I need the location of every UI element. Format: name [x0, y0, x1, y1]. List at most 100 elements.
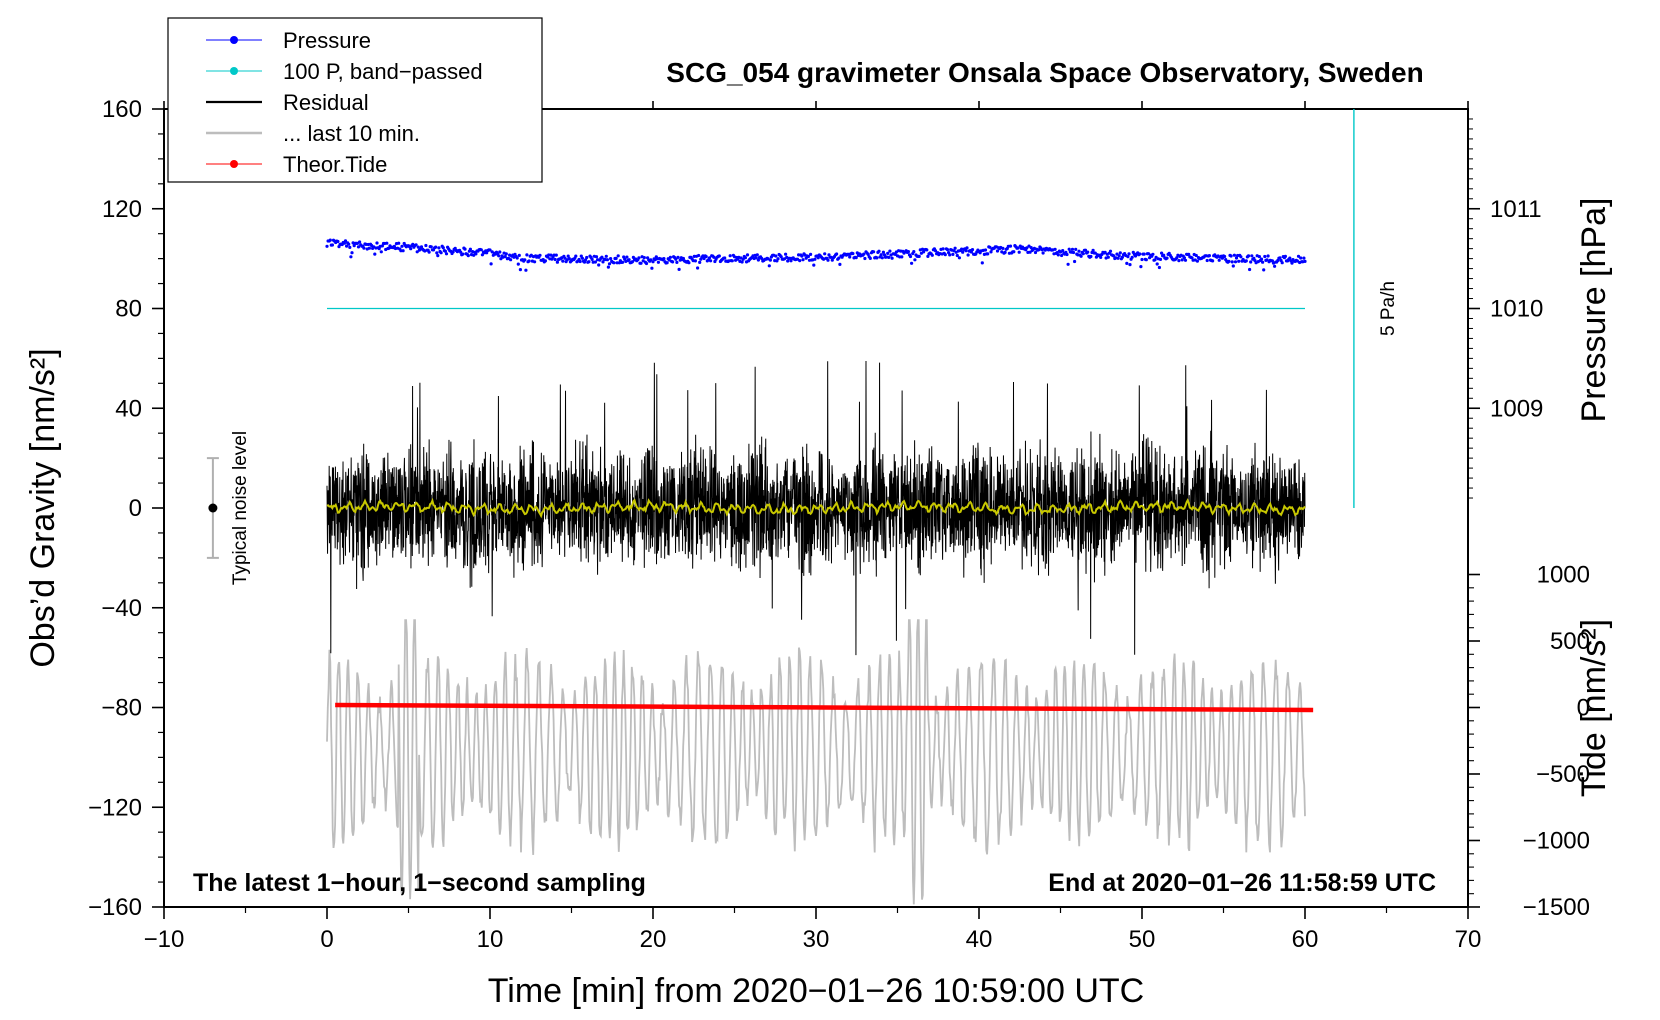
- pressure-point: [945, 248, 950, 252]
- pressure-point: [768, 258, 773, 262]
- pressure-point: [1227, 259, 1231, 263]
- pressure-point: [696, 266, 700, 270]
- pressure-point: [926, 254, 930, 258]
- pressure-point: [554, 253, 558, 257]
- pressure-point: [952, 249, 956, 253]
- pressure-point: [651, 260, 655, 264]
- x-tick-label: 50: [1129, 926, 1156, 953]
- pressure-point: [743, 256, 748, 260]
- pressure-point: [1115, 252, 1119, 256]
- pressure-point: [527, 259, 531, 263]
- pressure-point: [1128, 263, 1132, 267]
- y-tick-label: −120: [88, 794, 142, 821]
- pressure-point: [415, 250, 419, 254]
- pressure-point: [879, 253, 883, 257]
- pressure-point: [662, 257, 666, 261]
- pressure-point: [380, 244, 384, 248]
- pressure-point: [1205, 258, 1209, 263]
- pressure-point: [488, 248, 492, 252]
- x-tick-label: 10: [477, 926, 504, 953]
- y-tick-label: 160: [102, 96, 142, 123]
- pressure-point: [806, 254, 811, 259]
- pressure-point: [437, 246, 441, 250]
- y-tick-label: 0: [129, 495, 142, 522]
- pressure-point: [604, 254, 608, 258]
- pressure-point: [1190, 256, 1194, 260]
- pressure-point: [1126, 255, 1130, 259]
- pressure-point: [674, 257, 678, 261]
- tide-tick-label: 500: [1550, 628, 1590, 655]
- pressure-point: [349, 255, 353, 259]
- pressure-point: [362, 246, 366, 250]
- legend-label: Pressure: [283, 28, 371, 53]
- pressure-point: [1139, 265, 1143, 269]
- pressure-point: [416, 245, 420, 249]
- x-tick-label: 30: [803, 926, 830, 953]
- pressure-point: [515, 256, 519, 260]
- pressure-point: [1239, 255, 1243, 259]
- pressure-point: [955, 253, 959, 258]
- pressure-point: [965, 246, 969, 250]
- legend-item: Pressure: [206, 28, 371, 53]
- pressure-point: [1299, 256, 1303, 260]
- legend-swatch-marker: [230, 36, 238, 44]
- pressure-point: [656, 260, 661, 264]
- pressure-point: [776, 257, 780, 261]
- pressure-point: [614, 256, 618, 260]
- legend-label: 100 P, band−passed: [283, 59, 483, 84]
- pressure-point: [348, 245, 352, 249]
- pressure-point: [1162, 253, 1166, 257]
- pressure-point: [567, 257, 571, 261]
- pressure-point: [862, 252, 866, 256]
- pressure-point: [989, 250, 993, 254]
- pressure-point: [951, 252, 955, 256]
- legend-item: 100 P, band−passed: [206, 59, 483, 84]
- pressure-point: [443, 249, 447, 253]
- pressure-point: [350, 251, 354, 255]
- pressure-point: [358, 240, 362, 244]
- pressure-point: [538, 253, 542, 257]
- pressure-point: [615, 261, 619, 265]
- pressure-point: [986, 252, 990, 256]
- legend: Pressure 100 P, band−passed Residual ... la…: [167, 17, 543, 183]
- pressure-point: [328, 238, 332, 242]
- pressure-point: [435, 251, 439, 255]
- pressure-point: [1266, 254, 1270, 258]
- pressure-point: [848, 255, 852, 259]
- pressure-point: [906, 250, 911, 254]
- pressure-point: [1237, 259, 1241, 263]
- pressure-point: [877, 249, 881, 253]
- pressure-point: [1125, 261, 1129, 265]
- pressure-point: [677, 267, 681, 271]
- pressure-point: [728, 254, 732, 258]
- pressure-point: [1194, 253, 1198, 258]
- pressure-point: [786, 259, 790, 263]
- pressure-point: [590, 257, 594, 261]
- pressure-point: [888, 249, 892, 253]
- pressure-point: [925, 248, 929, 252]
- pressure-point: [429, 245, 433, 249]
- pressure-point: [498, 250, 502, 254]
- pressure-point: [930, 253, 934, 257]
- pressure-point: [702, 256, 706, 261]
- pressure-point: [1244, 259, 1248, 263]
- tide-tick-label: −1500: [1523, 894, 1590, 921]
- pressure-point: [983, 248, 988, 252]
- pressure-point: [1086, 250, 1090, 254]
- pressure-point: [1296, 254, 1301, 258]
- pressure-point: [1233, 260, 1238, 264]
- pressure-point: [1138, 252, 1142, 256]
- pressure-point: [1257, 255, 1261, 259]
- pressure-point: [637, 256, 641, 260]
- pressure-point: [1265, 258, 1269, 262]
- pressure-point: [555, 260, 560, 264]
- legend-box: [167, 17, 543, 183]
- noise-bar-label: Typical noise level: [230, 431, 251, 585]
- pressure-point: [409, 247, 413, 251]
- pressure-point: [1071, 250, 1076, 255]
- pressure-point: [913, 258, 917, 262]
- pressure-point: [1273, 264, 1277, 268]
- pressure-point: [625, 255, 629, 259]
- pressure-point: [668, 255, 673, 259]
- tide-tick-label: 0: [1577, 695, 1590, 722]
